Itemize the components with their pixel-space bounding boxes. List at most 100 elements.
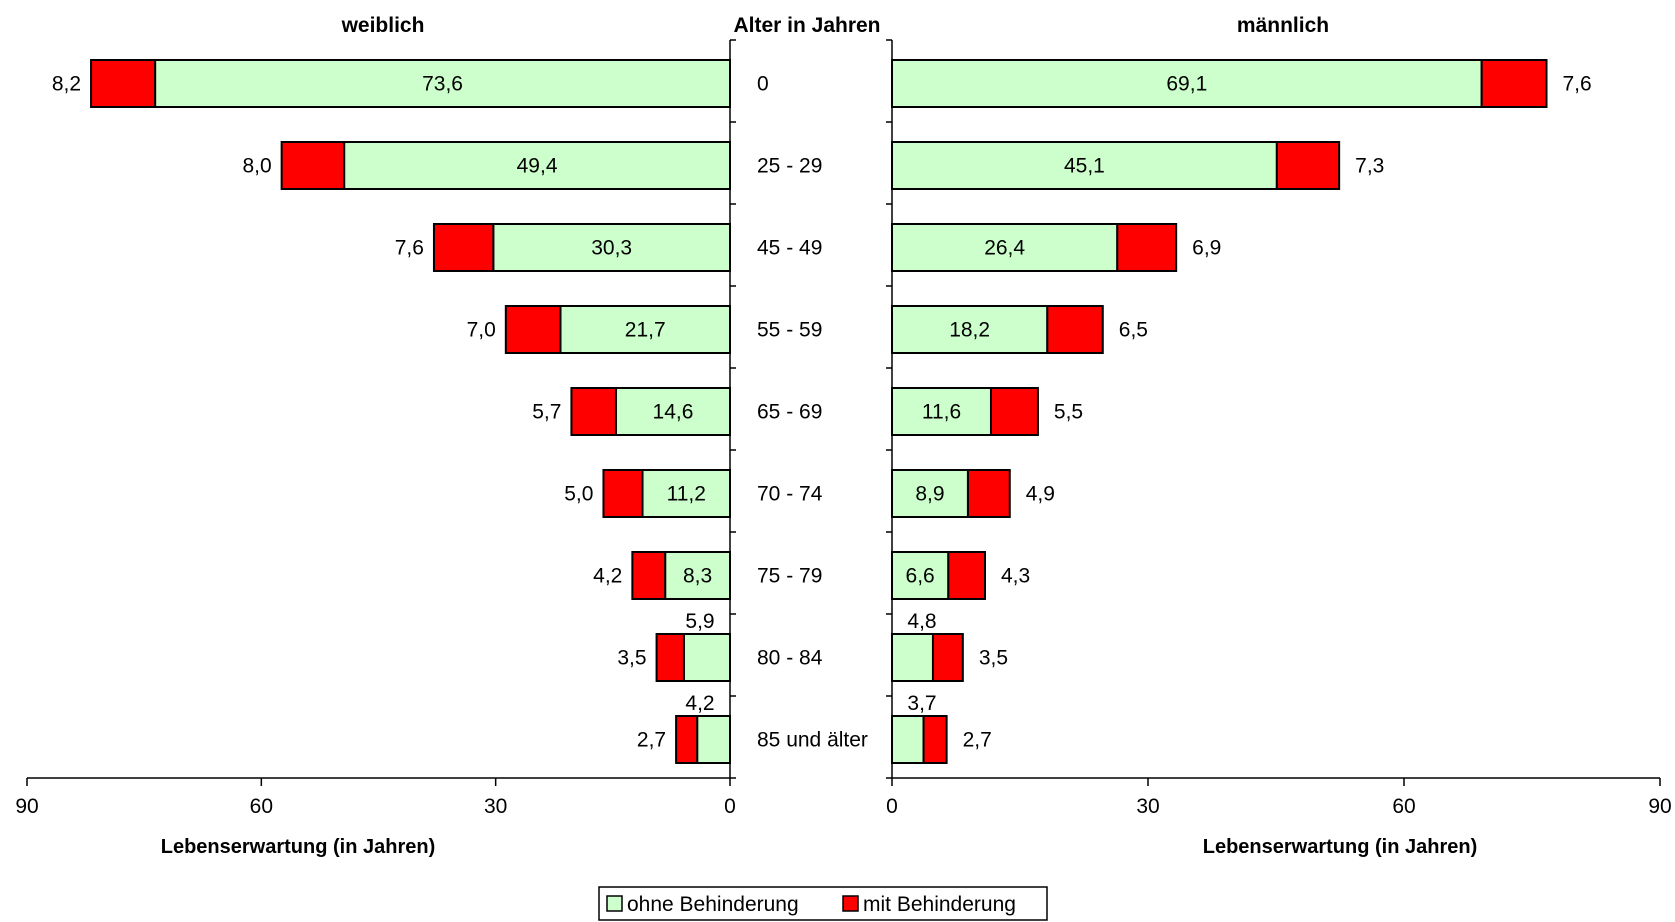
bar-right-mit-65-69: [989, 387, 1039, 436]
bar-left-mit-0: [90, 59, 157, 108]
bar-right-ohne-70-74: [891, 469, 969, 518]
category-label-80-84: 80 - 84: [757, 647, 823, 670]
label-right-ohne-0: 69,1: [1166, 73, 1207, 96]
bar-left-ohne-65-69: [614, 387, 731, 436]
x-tick-label-right-60: 60: [1392, 795, 1415, 818]
bar-left-mit-70-74: [602, 469, 644, 518]
right-panel-bars: 69,1 7,6 45,1 7,3 26,4 6,9 18,2 6,5 11,6 5,5 8,9 4,…: [891, 59, 1592, 764]
x-tick-label-left-60: 60: [250, 795, 273, 818]
label-left-ohne-85-und-lter: 4,2: [685, 692, 714, 715]
bar-right-ohne-45-49: [891, 223, 1119, 272]
label-right-mit-45-49: 6,9: [1192, 237, 1221, 260]
label-right-mit-75-79: 4,3: [1001, 565, 1030, 588]
x-tick-label-left-30: 30: [484, 795, 507, 818]
x-tick-label-right-90: 90: [1648, 795, 1671, 818]
bar-right-mit-45-49: [1116, 223, 1178, 272]
legend-swatch-mit-behinderung: [842, 895, 859, 912]
panel-title-left: weiblich: [341, 14, 425, 37]
category-label-65-69: 65 - 69: [757, 401, 822, 424]
category-label-75-79: 75 - 79: [757, 565, 822, 588]
bar-left-mit-55-59: [504, 305, 562, 354]
label-right-ohne-65-69: 11,6: [922, 401, 961, 424]
label-left-mit-85-und-lter: 2,7: [637, 729, 666, 752]
label-right-mit-70-74: 4,9: [1026, 483, 1055, 506]
label-right-mit-85-und-lter: 2,7: [963, 729, 992, 752]
center-title: Alter in Jahren: [733, 14, 880, 37]
x-tick-label-right-30: 30: [1136, 795, 1159, 818]
label-right-mit-0: 7,6: [1563, 73, 1592, 96]
bar-left-mit-25-29: [280, 141, 346, 190]
label-left-mit-70-74: 5,0: [564, 483, 593, 506]
bar-right-mit-0: [1480, 59, 1548, 108]
bar-right-mit-55-59: [1046, 305, 1104, 354]
label-right-ohne-70-74: 8,9: [915, 483, 944, 506]
bar-right-mit-75-79: [947, 551, 987, 600]
label-left-mit-0: 8,2: [52, 73, 81, 96]
category-label-0: 0: [757, 73, 769, 96]
label-right-mit-80-84: 3,5: [979, 647, 1008, 670]
label-left-mit-80-84: 3,5: [617, 647, 646, 670]
bar-left-ohne-85-und-lter: [696, 715, 732, 764]
label-right-ohne-75-79: 6,6: [906, 565, 935, 588]
panel-title-right: männlich: [1237, 14, 1329, 37]
label-right-ohne-55-59: 18,2: [949, 319, 990, 342]
label-right-ohne-85-und-lter: 3,7: [907, 692, 936, 715]
category-labels: 0 25 - 29 45 - 49 55 - 59 65 - 69 70 - 74 75 -…: [757, 73, 868, 752]
x-tick-label-left-90: 90: [15, 795, 38, 818]
legend-swatch-ohne-behinderung: [606, 895, 623, 912]
label-left-mit-25-29: 8,0: [242, 155, 271, 178]
legend: ohne Behinderung mit Behinderung: [598, 886, 1048, 921]
bar-left-mit-85-und-lter: [675, 715, 699, 764]
bar-right-mit-85-und-lter: [922, 715, 948, 764]
legend-label-mit-behinderung: mit Behinderung: [863, 893, 1016, 916]
category-label-45-49: 45 - 49: [757, 237, 822, 260]
bar-right-ohne-65-69: [891, 387, 992, 436]
label-left-mit-55-59: 7,0: [467, 319, 496, 342]
label-left-mit-65-69: 5,7: [532, 401, 561, 424]
legend-label-ohne-behinderung: ohne Behinderung: [627, 893, 799, 916]
label-right-ohne-25-29: 45,1: [1064, 155, 1105, 178]
bar-left-mit-80-84: [655, 633, 685, 682]
label-left-ohne-80-84: 5,9: [685, 610, 714, 633]
label-left-ohne-45-49: 30,3: [591, 237, 632, 260]
bar-left-ohne-25-29: [343, 141, 731, 190]
bar-left-ohne-75-79: [664, 551, 732, 600]
axes: 90 60 30 0 0 30 60 90: [15, 39, 1672, 818]
bar-left-ohne-0: [154, 59, 731, 108]
bar-left-mit-65-69: [570, 387, 617, 436]
label-right-mit-55-59: 6,5: [1119, 319, 1148, 342]
x-tick-label-right-0: 0: [886, 795, 898, 818]
bar-right-mit-70-74: [966, 469, 1011, 518]
label-left-ohne-25-29: 49,4: [517, 155, 558, 178]
label-left-ohne-55-59: 21,7: [625, 319, 666, 342]
label-right-ohne-45-49: 26,4: [984, 237, 1025, 260]
category-label-25-29: 25 - 29: [757, 155, 822, 178]
bar-left-ohne-45-49: [492, 223, 731, 272]
bar-right-ohne-80-84: [891, 633, 934, 682]
legend-frame: [598, 886, 1048, 921]
label-left-mit-45-49: 7,6: [395, 237, 424, 260]
bar-right-ohne-85-und-lter: [891, 715, 925, 764]
label-left-ohne-0: 73,6: [422, 73, 463, 96]
bar-right-mit-25-29: [1275, 141, 1341, 190]
bar-left-mit-45-49: [432, 223, 495, 272]
bar-right-mit-80-84: [931, 633, 964, 682]
x-axis-label-right: Lebenserwartung (in Jahren): [1203, 836, 1478, 858]
label-left-ohne-75-79: 8,3: [683, 565, 712, 588]
bar-left-mit-75-79: [631, 551, 667, 600]
label-right-mit-65-69: 5,5: [1054, 401, 1083, 424]
category-label-70-74: 70 - 74: [757, 483, 823, 506]
label-left-mit-75-79: 4,2: [593, 565, 622, 588]
x-tick-label-left-0: 0: [724, 795, 736, 818]
left-panel-bars: 73,6 8,2 49,4 8,0 30,3 7,6 21,7 7,0 14,6 5,7 11,2 5…: [52, 59, 732, 764]
bar-left-ohne-80-84: [682, 633, 731, 682]
bar-right-ohne-75-79: [891, 551, 950, 600]
x-axis-label-left: Lebenserwartung (in Jahren): [161, 836, 436, 858]
category-label-55-59: 55 - 59: [757, 319, 822, 342]
label-right-mit-25-29: 7,3: [1355, 155, 1384, 178]
category-label-85-und-lter: 85 und älter: [757, 729, 868, 752]
label-left-ohne-65-69: 14,6: [653, 401, 694, 424]
label-left-ohne-70-74: 11,2: [667, 483, 706, 506]
label-right-ohne-80-84: 4,8: [907, 610, 936, 633]
